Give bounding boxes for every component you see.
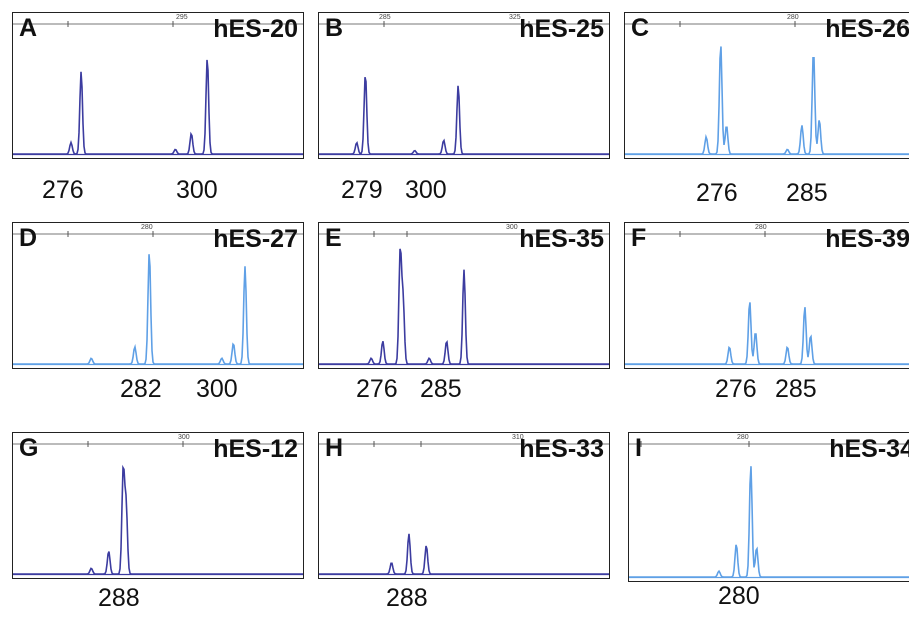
ruler-label: 280 xyxy=(787,14,799,21)
panel-letter: H xyxy=(325,436,343,461)
allele-size-label: 276 xyxy=(356,377,398,402)
sample-name: hES-33 xyxy=(519,437,604,462)
ruler-label: 300 xyxy=(178,434,190,441)
allele-size-label: 276 xyxy=(696,181,738,206)
trace-line xyxy=(319,249,609,364)
panel-letter: F xyxy=(631,226,646,251)
ruler-label: 280 xyxy=(141,224,153,231)
panel-letter: C xyxy=(631,16,649,41)
sample-name: hES-25 xyxy=(519,17,604,42)
sample-name: hES-27 xyxy=(213,227,298,252)
sample-name: hES-39 xyxy=(825,227,909,252)
panel-letter: B xyxy=(325,16,343,41)
allele-size-label: 285 xyxy=(786,181,828,206)
sample-name: hES-12 xyxy=(213,437,298,462)
trace-line xyxy=(13,254,303,364)
allele-size-label: 300 xyxy=(196,377,238,402)
trace-line xyxy=(625,302,909,364)
allele-size-label: 285 xyxy=(775,377,817,402)
trace-line xyxy=(13,468,303,574)
trace-line xyxy=(13,60,303,154)
allele-size-label: 276 xyxy=(715,377,757,402)
allele-size-label: 288 xyxy=(98,586,140,611)
allele-size-label: 300 xyxy=(405,178,447,203)
allele-size-label: 285 xyxy=(420,377,462,402)
sample-name: hES-35 xyxy=(519,227,604,252)
allele-size-label: 282 xyxy=(120,377,162,402)
sample-name: hES-20 xyxy=(213,17,298,42)
panel-letter: G xyxy=(19,436,38,461)
ruler-label: 295 xyxy=(176,14,188,21)
panel-letter: A xyxy=(19,16,37,41)
allele-size-label: 288 xyxy=(386,586,428,611)
trace-line xyxy=(319,77,609,154)
trace-line xyxy=(319,534,609,574)
ruler-label: 280 xyxy=(737,434,749,441)
ruler-label: 300 xyxy=(506,224,518,231)
panel-letter: D xyxy=(19,226,37,251)
allele-size-label: 276 xyxy=(42,178,84,203)
ruler-label: 285 xyxy=(379,14,391,21)
sample-name: hES-34 xyxy=(829,437,909,462)
trace-line xyxy=(629,466,909,577)
panel-letter: I xyxy=(635,436,642,461)
trace-line xyxy=(625,46,909,154)
sample-name: hES-26 xyxy=(825,17,909,42)
allele-size-label: 280 xyxy=(718,584,760,609)
ruler-label: 280 xyxy=(755,224,767,231)
allele-size-label: 279 xyxy=(341,178,383,203)
allele-size-label: 300 xyxy=(176,178,218,203)
panel-letter: E xyxy=(325,226,342,251)
